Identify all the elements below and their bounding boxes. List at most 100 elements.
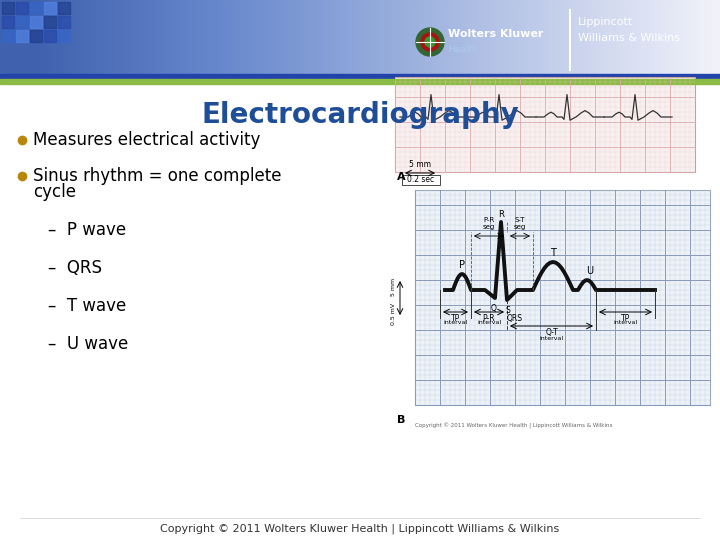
- Bar: [16, 30, 28, 42]
- Bar: [490, 0, 494, 80]
- Bar: [522, 0, 526, 80]
- Bar: [112, 0, 116, 80]
- Bar: [634, 0, 638, 80]
- Bar: [623, 0, 627, 80]
- Bar: [684, 0, 688, 80]
- Bar: [29, 0, 33, 80]
- Bar: [395, 77, 695, 172]
- Bar: [446, 0, 451, 80]
- Bar: [252, 0, 256, 80]
- Text: R: R: [498, 210, 504, 219]
- Bar: [32, 0, 37, 80]
- Bar: [551, 0, 555, 80]
- Bar: [461, 0, 465, 80]
- Bar: [101, 0, 105, 80]
- Text: U: U: [586, 266, 593, 276]
- Bar: [511, 0, 516, 80]
- Bar: [443, 0, 447, 80]
- Bar: [133, 0, 138, 80]
- Bar: [402, 175, 440, 185]
- Bar: [137, 0, 141, 80]
- Bar: [562, 0, 566, 80]
- Bar: [108, 0, 112, 80]
- Bar: [76, 0, 80, 80]
- Text: Measures electrical activity: Measures electrical activity: [33, 131, 261, 149]
- Bar: [533, 0, 537, 80]
- Bar: [421, 0, 426, 80]
- Bar: [331, 0, 336, 80]
- Text: TP: TP: [451, 314, 460, 323]
- Bar: [2, 16, 14, 28]
- Text: –  P wave: – P wave: [48, 221, 126, 239]
- Text: Q-T: Q-T: [545, 328, 558, 337]
- Text: Copyright © 2011 Wolters Kluwer Health | Lippincott Williams & Wilkins: Copyright © 2011 Wolters Kluwer Health |…: [161, 524, 559, 534]
- Text: Q: Q: [491, 304, 497, 313]
- Bar: [608, 0, 613, 80]
- Text: T: T: [550, 248, 556, 258]
- Bar: [637, 0, 642, 80]
- Bar: [648, 0, 652, 80]
- Bar: [590, 0, 595, 80]
- Bar: [457, 0, 462, 80]
- Bar: [432, 0, 436, 80]
- Bar: [493, 0, 498, 80]
- Bar: [79, 0, 84, 80]
- Bar: [367, 0, 372, 80]
- Bar: [450, 0, 454, 80]
- Bar: [583, 0, 588, 80]
- Bar: [565, 0, 570, 80]
- Bar: [162, 0, 166, 80]
- Bar: [526, 0, 530, 80]
- Bar: [18, 0, 22, 80]
- Bar: [479, 0, 483, 80]
- Bar: [486, 0, 490, 80]
- Bar: [209, 0, 213, 80]
- Bar: [256, 0, 260, 80]
- Text: P-R
seg: P-R seg: [483, 217, 495, 230]
- Bar: [259, 0, 264, 80]
- Bar: [580, 0, 584, 80]
- Bar: [547, 0, 552, 80]
- Bar: [158, 0, 163, 80]
- Bar: [0, 74, 720, 80]
- Bar: [378, 0, 382, 80]
- Text: Health: Health: [448, 45, 478, 55]
- Bar: [0, 0, 4, 80]
- Bar: [176, 0, 181, 80]
- Bar: [299, 0, 303, 80]
- Bar: [328, 0, 332, 80]
- Bar: [65, 0, 69, 80]
- Bar: [529, 0, 534, 80]
- Text: P-R: P-R: [482, 314, 495, 323]
- Text: S: S: [505, 306, 510, 315]
- Text: Sinus rhythm = one complete: Sinus rhythm = one complete: [33, 167, 282, 185]
- Bar: [130, 0, 134, 80]
- Bar: [410, 0, 415, 80]
- Bar: [670, 0, 674, 80]
- Bar: [58, 30, 70, 42]
- Bar: [425, 0, 429, 80]
- Bar: [428, 0, 433, 80]
- Bar: [500, 0, 505, 80]
- Text: –  U wave: – U wave: [48, 335, 128, 353]
- Bar: [169, 0, 174, 80]
- Bar: [698, 0, 703, 80]
- Bar: [335, 0, 339, 80]
- Bar: [202, 0, 206, 80]
- Bar: [234, 0, 238, 80]
- Bar: [230, 0, 235, 80]
- Bar: [30, 16, 42, 28]
- Bar: [295, 0, 300, 80]
- Bar: [396, 0, 400, 80]
- Bar: [270, 0, 274, 80]
- Bar: [7, 0, 12, 80]
- Bar: [245, 0, 249, 80]
- Bar: [16, 16, 28, 28]
- Bar: [324, 0, 328, 80]
- Text: Electrocardiography: Electrocardiography: [201, 101, 519, 129]
- Bar: [346, 0, 350, 80]
- Bar: [644, 0, 649, 80]
- Bar: [25, 0, 30, 80]
- Bar: [68, 0, 73, 80]
- Bar: [673, 0, 678, 80]
